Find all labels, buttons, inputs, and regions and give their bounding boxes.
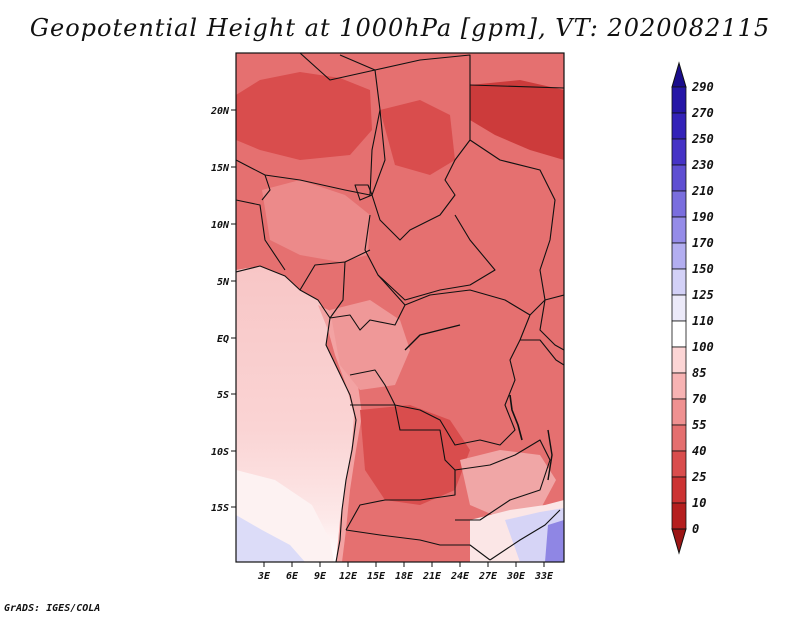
border-lake-malawi [547,429,553,481]
border-east [520,294,564,366]
colorbar-segment [671,502,687,530]
border-cameroon [299,249,371,319]
border-drc-north [404,289,546,316]
colorbar-segment [671,86,687,114]
colorbar-label: 250 [691,132,714,146]
colorbar-segment [671,294,687,322]
border-chad-sudan [371,109,471,241]
lon-label: 33E [534,571,554,582]
border-angola [345,404,456,531]
colorbar-label: 170 [692,236,714,250]
border-nigeria [236,174,286,271]
border-sudan [469,84,564,89]
colorbar-label: 190 [692,210,714,224]
map-frame [235,52,565,563]
congo-light [330,300,410,390]
lat-label: 5S [217,390,229,401]
angola-dark [360,405,470,505]
lon-label: 12E [339,571,358,582]
colorbar-label: 10 [692,496,706,510]
border-drc-east [349,314,531,446]
colorbar-segment [671,112,687,140]
border-libya-chad [299,53,471,110]
grads-credit: GrADS: IGES/COLA [4,603,101,614]
lon-label: 30E [506,571,526,582]
colorbar-label: 70 [692,392,706,406]
colorbar: 2902702502302101901701501251101008570554… [671,61,714,555]
colorbar-segment [671,190,687,218]
colorbar-label: 270 [691,106,714,120]
colorbar-segment [671,164,687,192]
colorbar-label: 55 [692,418,706,432]
border-lake-tanganyika [509,394,523,441]
colorbar-label: 150 [692,262,714,276]
ne-dark [470,80,564,160]
lat-label: EQ [217,334,229,345]
lon-label: 18E [395,571,414,582]
lon-label: 24E [450,571,470,582]
lat-label: 10S [211,447,229,458]
contour-field [236,53,564,562]
lon-labels: 3E 6E 9E 12E 15E 18E 21E 24E 27E 30E 33E [257,571,554,582]
colorbar-segment [671,450,687,478]
colorbar-label: 125 [692,288,714,302]
river-congo [404,324,461,351]
lon-label: 6E [286,571,299,582]
colorbar-segment [671,424,687,452]
colorbar-segment [671,476,687,504]
border-car [364,214,496,301]
colorbar-label: 110 [692,314,714,328]
lon-label: 3E [257,571,271,582]
colorbar-segment [671,268,687,296]
colorbar-segment [671,138,687,166]
sahara-dark [236,72,372,160]
colorbar-segment [671,242,687,270]
axis-ticks [231,109,545,567]
nile-dark [380,100,455,175]
lavender-zone-sw [236,515,305,562]
border-chad-lake [354,184,373,201]
colorbar-label: 230 [691,158,714,172]
lat-label: 20N [210,106,230,117]
colorbar-segment [671,320,687,348]
colorbar-label: 25 [691,470,706,484]
colorbar-label: 85 [692,366,706,380]
lon-label: 15E [367,571,386,582]
lon-label: 27E [478,571,498,582]
colorbar-label: 40 [692,444,706,458]
colorbar-segment [671,398,687,426]
lon-label: 9E [314,571,327,582]
colorbar-top-arrow [671,61,687,88]
border-south-sudan [469,139,556,301]
lat-label: 5N [217,277,230,288]
colorbar-label: 100 [692,340,714,354]
lon-label: 21E [422,571,442,582]
coastline [236,265,357,562]
colorbar-segment [671,372,687,400]
border-zambia [454,439,551,521]
borders [236,53,564,562]
central-light [262,180,370,262]
lat-label: 10N [211,220,230,231]
lat-label: 15S [211,503,229,514]
colorbar-segment [671,346,687,374]
lat-labels: 20N 15N 10N 5N EQ 5S 10S 15S [210,106,230,514]
border-south [345,509,561,561]
east-light [460,450,556,520]
lat-label: 15N [211,163,230,174]
colorbar-segment [671,216,687,244]
blue-zone-se [545,520,564,562]
border-sahel [236,54,381,196]
colorbar-label: 0 [692,522,699,536]
colorbar-label: 290 [691,80,714,94]
colorbar-label: 210 [691,184,714,198]
colorbar-bottom-arrow [671,528,687,555]
map-title: Geopotential Height at 1000hPa [gpm], VT… [29,14,771,42]
